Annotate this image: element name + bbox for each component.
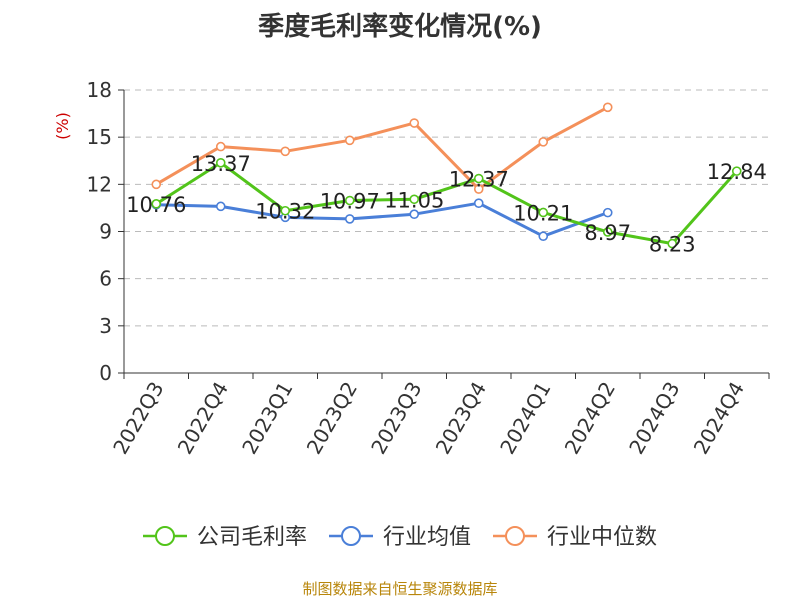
data-point: [215, 157, 226, 168]
legend-marker-icon: [505, 526, 525, 546]
x-tick-label: 2023Q2: [302, 378, 362, 459]
data-point: [602, 102, 613, 113]
data-label: 11.05: [384, 188, 444, 212]
legend[interactable]: 公司毛利率 行业均值 行业中位数: [143, 525, 657, 550]
x-tick-label: 2022Q3: [108, 378, 168, 459]
y-tick-label: 18: [87, 78, 112, 102]
x-tick-label: 2023Q4: [431, 378, 491, 459]
data-point: [215, 201, 226, 212]
data-point: [344, 135, 355, 146]
x-tick-label: 2024Q3: [624, 378, 684, 459]
data-point: [280, 146, 291, 157]
legend-marker-icon: [341, 526, 361, 546]
data-point: [151, 179, 162, 190]
legend-label: 公司毛利率: [197, 525, 307, 550]
data-point: [538, 207, 549, 218]
data-point: [602, 207, 613, 218]
data-point: [409, 118, 420, 128]
x-tick-label: 2022Q4: [173, 378, 233, 459]
data-point: [409, 209, 420, 220]
data-label: 8.23: [649, 233, 696, 257]
data-label: 12.84: [707, 160, 767, 184]
y-tick-label: 12: [87, 172, 112, 196]
chart-title: 季度毛利率变化情况(%): [258, 12, 542, 42]
legend-label: 行业中位数: [547, 525, 657, 550]
data-label: 10.76: [126, 193, 186, 217]
data-label: 13.37: [191, 152, 251, 176]
legend-item[interactable]: 行业均值: [329, 525, 471, 550]
data-point: [602, 227, 613, 237]
y-axis-label: (%): [53, 112, 72, 140]
y-tick-label: 9: [99, 220, 112, 244]
data-label: 10.32: [255, 200, 315, 224]
data-point: [473, 184, 484, 194]
data-point: [538, 231, 549, 242]
legend-item[interactable]: 行业中位数: [493, 525, 657, 550]
data-label: 10.97: [320, 190, 380, 214]
data-label: 10.21: [513, 201, 573, 225]
series-line: [156, 201, 609, 238]
y-tick-label: 15: [87, 125, 112, 149]
data-point: [344, 195, 355, 206]
data-point: [731, 166, 742, 176]
series-line: [155, 161, 738, 246]
legend-item[interactable]: 公司毛利率: [143, 525, 307, 550]
x-tick-label: 2024Q1: [495, 378, 555, 459]
source-note: 制图数据来自恒生聚源数据库: [302, 580, 498, 598]
x-tick-label: 2023Q1: [237, 378, 297, 459]
legend-label: 行业均值: [383, 525, 471, 550]
data-point: [667, 238, 678, 249]
grid-lines: [124, 89, 769, 327]
x-tick-label: 2024Q2: [560, 378, 620, 459]
data-label: 12.37: [449, 168, 509, 192]
data-point: [473, 198, 484, 208]
series-layer: [151, 102, 742, 249]
y-tick-label: 6: [99, 267, 112, 291]
data-point: [409, 194, 420, 205]
y-tick-label: 3: [99, 314, 112, 338]
data-point: [344, 214, 355, 224]
data-label: 8.97: [584, 221, 631, 245]
series-line: [155, 105, 609, 191]
data-point: [215, 141, 226, 152]
x-tick-label: 2024Q4: [689, 378, 749, 459]
data-point: [473, 173, 484, 184]
legend-marker-icon: [155, 526, 175, 546]
data-point: [280, 205, 291, 216]
x-tick-label: 2023Q3: [366, 378, 426, 459]
data-point: [151, 199, 162, 209]
y-tick-label: 0: [99, 361, 112, 385]
data-point: [538, 137, 549, 147]
